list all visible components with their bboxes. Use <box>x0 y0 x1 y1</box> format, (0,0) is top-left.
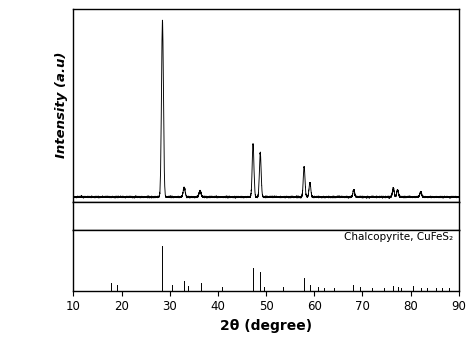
Text: Chalcopyrite, CuFeS₂: Chalcopyrite, CuFeS₂ <box>344 232 453 241</box>
Y-axis label: Intensity (a.u): Intensity (a.u) <box>55 52 68 158</box>
X-axis label: 2θ (degree): 2θ (degree) <box>220 319 312 333</box>
